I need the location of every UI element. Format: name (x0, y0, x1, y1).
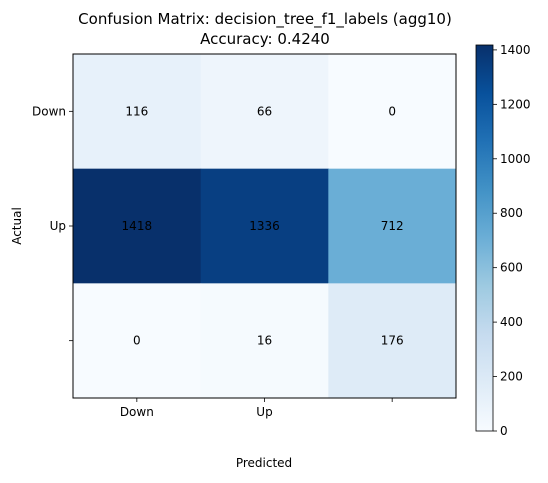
cell-value-label: 16 (257, 334, 272, 348)
colorbar-tick-label: 0 (500, 424, 508, 438)
heatmap-cell (200, 283, 329, 399)
colorbar-tick-label: 200 (500, 370, 523, 384)
y-axis-label: Actual (10, 207, 24, 245)
colorbar-tick-label: 400 (500, 315, 523, 329)
colorbar-tick-label: 800 (500, 206, 523, 220)
heatmap-cell (73, 168, 202, 284)
heatmap-cell (200, 168, 329, 284)
colorbar: 0 200 400 600 800 1000 1200 1400 (475, 43, 531, 438)
cell-value-label: 116 (125, 104, 148, 118)
x-axis-ticks: Down Up (120, 398, 393, 419)
x-axis-label: Predicted (236, 456, 292, 470)
heatmap-cell (328, 54, 457, 170)
cell-value-label: 0 (133, 334, 141, 348)
cell-value-label: 66 (257, 104, 272, 118)
heatmap-cell (73, 283, 202, 399)
colorbar-ticks: 0 200 400 600 800 1000 1200 1400 (493, 43, 531, 438)
chart-title: Confusion Matrix: decision_tree_f1_label… (78, 10, 452, 29)
colorbar-gradient (475, 44, 494, 432)
colorbar-tick-label: 1200 (500, 97, 531, 111)
heatmap-cell (328, 168, 457, 284)
y-tick-label: Down (32, 104, 66, 118)
cell-value-label: 176 (381, 334, 404, 348)
x-tick-label: Down (120, 405, 154, 419)
cell-value-label: 0 (388, 104, 396, 118)
heatmap-cells: 116 66 0 1418 1336 712 0 16 176 (73, 54, 457, 399)
chart-subtitle: Accuracy: 0.4240 (200, 30, 330, 48)
cell-value-label: 1418 (122, 219, 153, 233)
colorbar-tick-label: 1000 (500, 152, 531, 166)
heatmap-cell (200, 54, 329, 170)
heatmap-cell (73, 54, 202, 170)
y-tick-label: Up (50, 219, 66, 233)
cell-value-label: 712 (381, 219, 404, 233)
x-tick-label: Up (256, 405, 272, 419)
colorbar-tick-label: 600 (500, 261, 523, 275)
heatmap-cell (328, 283, 457, 399)
cell-value-label: 1336 (249, 219, 280, 233)
colorbar-tick-label: 1400 (500, 43, 531, 57)
y-axis-ticks: Down Up (32, 104, 73, 342)
